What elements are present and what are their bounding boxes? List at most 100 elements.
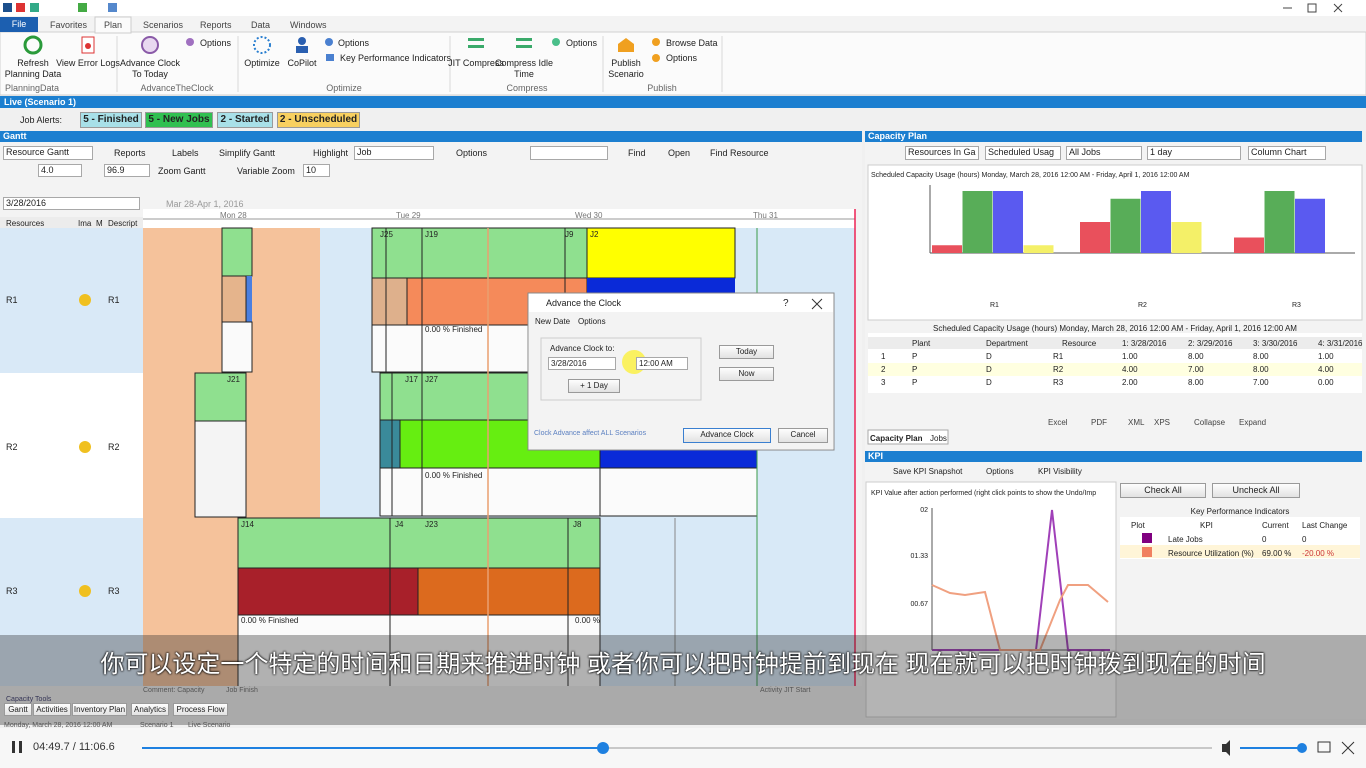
kpi-table-cell: 69.00 % — [1262, 549, 1292, 558]
time-input[interactable]: 12:00 AM — [636, 357, 688, 370]
ribbon-button[interactable]: Publish Scenario — [608, 58, 644, 79]
today-button[interactable]: Today — [719, 345, 774, 359]
bottom-tab[interactable]: Inventory Plan — [72, 703, 127, 716]
highlight-select[interactable]: Job — [354, 146, 434, 160]
table-cell: 8.00 — [1253, 365, 1269, 374]
advance-clock-button[interactable]: Advance Clock — [683, 428, 771, 443]
ribbon-button[interactable]: Options — [200, 38, 232, 48]
y-tick-label: 01.33 — [910, 553, 928, 560]
ribbon-button[interactable]: JIT Compress — [448, 58, 504, 68]
ribbon-tab[interactable]: Data — [251, 20, 271, 30]
variable-zoom-input[interactable]: 10 — [303, 164, 330, 177]
toolbar-button[interactable]: Labels — [172, 148, 199, 158]
job-alerts-label: Job Alerts: — [20, 115, 63, 125]
ribbon-button[interactable]: Options — [666, 53, 698, 63]
file-tab[interactable]: File — [0, 17, 38, 32]
ribbon-button[interactable]: View Error Logs — [56, 58, 120, 68]
resource-gantt-select[interactable]: Resource Gantt — [3, 146, 93, 160]
capacity-select[interactable]: Resources In Ga — [905, 146, 979, 160]
toolbar-button[interactable]: Find Resource — [710, 148, 769, 158]
export-button[interactable]: Collapse — [1194, 418, 1226, 427]
zoom-input[interactable]: 4.0 — [38, 164, 82, 177]
subtitle: 你可以设定一个特定的时间和日期来推进时钟 或者你可以把时钟提前到现在 现在就可以… — [100, 651, 1266, 678]
zoom-input[interactable]: 96.9 — [104, 164, 150, 177]
kpi-toolbar-button[interactable]: Options — [986, 467, 1014, 476]
kpi-toolbar-button[interactable]: Save KPI Snapshot — [893, 467, 963, 476]
resource-name: R2 — [6, 442, 18, 452]
capacity-select[interactable]: Scheduled Usag — [985, 146, 1061, 160]
toolbar-button[interactable]: Find — [628, 148, 646, 158]
dialog-note: Clock Advance affect ALL Scenarios — [534, 430, 647, 437]
export-button[interactable]: XPS — [1154, 418, 1171, 427]
dialog-tab[interactable]: Options — [578, 317, 606, 326]
export-button[interactable]: Excel — [1048, 418, 1068, 427]
capacity-bar — [1264, 191, 1295, 253]
search-box[interactable] — [530, 146, 608, 160]
uncheck-all-button[interactable]: Uncheck All — [1212, 483, 1300, 498]
bottom-tab[interactable]: Gantt — [4, 703, 32, 716]
ribbon-tab[interactable]: Scenarios — [143, 20, 184, 30]
table-cell: 8.00 — [1188, 378, 1204, 387]
bottom-tab[interactable]: Process Flow — [173, 703, 228, 716]
panel-tab[interactable]: Capacity Plan — [870, 434, 923, 443]
capacity-select[interactable]: All Jobs — [1066, 146, 1142, 160]
status-text: Live Scenario — [188, 722, 231, 729]
resource-desc: R3 — [108, 586, 120, 596]
job-alert-button[interactable]: 2 - Started — [217, 112, 273, 128]
ribbon-group-label: Optimize — [326, 83, 362, 93]
export-button[interactable]: Expand — [1239, 418, 1267, 427]
toolbar-button[interactable]: Simplify Gantt — [219, 148, 276, 158]
ribbon-tab[interactable]: Reports — [200, 20, 232, 30]
capacity-bar — [962, 191, 993, 253]
capacity-select[interactable]: Column Chart — [1248, 146, 1326, 160]
ribbon-button[interactable]: Advance Clock To Today — [119, 58, 181, 79]
panel-tab[interactable]: Jobs — [930, 434, 947, 443]
ribbon-tab[interactable]: Windows — [290, 20, 327, 30]
ribbon-button[interactable]: Compress Idle Time — [494, 58, 554, 79]
table-cell: 8.00 — [1188, 352, 1204, 361]
gantt-footer-label: Job Finish — [226, 687, 258, 694]
toolbar-button[interactable]: Highlight — [313, 148, 349, 158]
toolbar-button[interactable]: Options — [456, 148, 488, 158]
export-button[interactable]: PDF — [1091, 418, 1107, 427]
row-index: 2 — [881, 365, 886, 374]
ribbon-button[interactable]: CoPilot — [287, 58, 317, 68]
now-button[interactable]: Now — [719, 367, 774, 381]
job-alert-button[interactable]: 2 - Unscheduled — [277, 112, 360, 128]
toolbar-button[interactable]: Open — [668, 148, 691, 158]
table-cell: P — [912, 365, 918, 374]
ribbon-button[interactable]: Browse Data — [666, 38, 718, 48]
date-input[interactable]: 3/28/2016 — [3, 197, 140, 210]
export-button[interactable]: XML — [1128, 418, 1145, 427]
ribbon-button[interactable]: Options — [566, 38, 598, 48]
ribbon-tab[interactable]: Plan — [104, 20, 123, 30]
date-input[interactable]: 3/28/2016 — [548, 357, 616, 370]
ribbon-group-label: Compress — [506, 83, 548, 93]
day-header: Mon 28 — [220, 211, 247, 220]
cancel-button[interactable]: Cancel — [778, 428, 828, 443]
bar-label: J17 — [405, 375, 418, 384]
dialog-tab[interactable]: New Date — [535, 317, 571, 326]
capacity-tools-label: Capacity Tools — [6, 696, 52, 703]
ribbon-button[interactable]: Refresh Planning Data — [4, 58, 62, 79]
check-all-button[interactable]: Check All — [1120, 483, 1206, 498]
plus-day-button[interactable]: + 1 Day — [568, 379, 620, 393]
table-header: 1: 3/28/2016 — [1122, 339, 1167, 348]
capacity-select[interactable]: 1 day — [1147, 146, 1241, 160]
bottom-tab[interactable]: Activities — [33, 703, 71, 716]
job-alert-button[interactable]: 5 - Finished — [80, 112, 142, 128]
table-title: Scheduled Capacity Usage (hours) Monday,… — [933, 324, 1297, 333]
table-cell: 8.00 — [1253, 352, 1269, 361]
kpi-table-header: Last Change — [1302, 521, 1348, 530]
y-tick-label: 00.67 — [910, 601, 928, 608]
toolbar-button[interactable]: Reports — [114, 148, 146, 158]
ribbon-button[interactable]: Optimize — [244, 58, 280, 68]
bottom-tab[interactable]: Analytics — [131, 703, 169, 716]
table-cell: 0.00 — [1318, 378, 1334, 387]
kpi-toolbar-button[interactable]: KPI Visibility — [1038, 467, 1082, 476]
job-alert-button[interactable]: 5 - New Jobs — [145, 112, 213, 128]
table-cell: D — [986, 352, 992, 361]
ribbon-button[interactable]: Key Performance Indicators — [340, 53, 452, 63]
ribbon-tab[interactable]: Favorites — [50, 20, 88, 30]
ribbon-button[interactable]: Options — [338, 38, 370, 48]
